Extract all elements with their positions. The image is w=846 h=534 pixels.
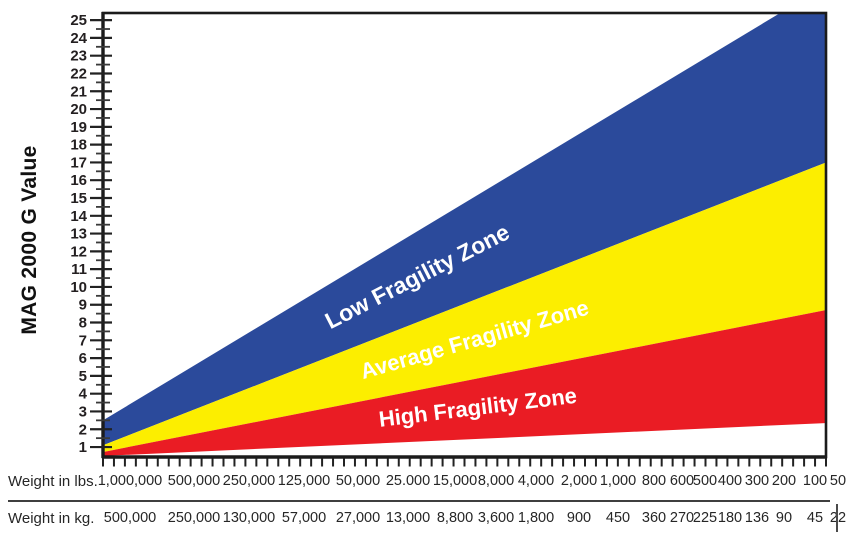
weight-lbs-value: 1,000	[599, 473, 637, 489]
weight-lbs-value: 2,000	[560, 473, 598, 489]
y-tick-label: 18	[70, 137, 87, 154]
plot-frame	[101, 11, 828, 459]
y-tick-label: 3	[79, 403, 87, 420]
weight-lbs-values-row: 1,000,000 500,000 250,000 125,000 50,000 25.0…	[0, 473, 846, 491]
weight-kg-value: 900	[566, 510, 592, 526]
weight-kg-value: 1,800	[517, 510, 555, 526]
y-tick-label: 14	[70, 208, 87, 225]
y-tick-label: 25	[70, 12, 87, 29]
y-tick-label: 15	[70, 190, 87, 207]
weight-kg-value: 45	[806, 510, 824, 526]
y-tick-label: 11	[71, 261, 87, 278]
weight-lbs-value: 100	[802, 473, 828, 489]
y-tick-label: 22	[70, 65, 87, 82]
weight-lbs-value: 200	[771, 473, 797, 489]
y-tick-label: 5	[79, 368, 87, 385]
weight-lbs-value: 500	[692, 473, 718, 489]
weight-kg-value: 180	[717, 510, 743, 526]
y-axis-ticks	[90, 19, 112, 449]
y-tick-label: 20	[70, 101, 87, 118]
weight-kg-row-label: Weight in kg.	[8, 510, 95, 527]
weight-lbs-value: 1,000,000	[97, 473, 163, 489]
y-tick-label: 1	[79, 439, 87, 456]
weight-lbs-value: 15,000	[432, 473, 478, 489]
weight-lbs-row-label: Weight in lbs.	[8, 473, 98, 490]
zone-band-1	[104, 162, 825, 452]
weight-kg-value: 3,600	[477, 510, 515, 526]
weight-lbs-value: 25.000	[385, 473, 431, 489]
weight-kg-value: 57,000	[281, 510, 327, 526]
y-tick-label: 4	[79, 386, 88, 403]
y-tick-label: 19	[70, 119, 87, 136]
x-axis-ticks	[102, 458, 827, 467]
zone-bands	[104, 14, 825, 456]
weight-lbs-value: 500,000	[167, 473, 221, 489]
y-tick-label: 17	[70, 154, 87, 171]
weight-lbs-value: 400	[717, 473, 743, 489]
weight-kg-value: 450	[605, 510, 631, 526]
y-tick-label: 9	[79, 297, 87, 314]
weight-kg-value: 130,000	[222, 510, 276, 526]
y-tick-label: 12	[70, 243, 87, 260]
y-tick-label: 21	[70, 83, 87, 100]
y-tick-label: 6	[79, 350, 87, 367]
weight-lbs-value: 50,000	[335, 473, 381, 489]
y-tick-label: 10	[70, 279, 87, 296]
weight-lbs-value: 800	[641, 473, 667, 489]
y-tick-label: 2	[79, 421, 87, 438]
weight-lbs-value: 4,000	[517, 473, 555, 489]
weight-kg-value: 250,000	[167, 510, 221, 526]
weight-kg-value: 225	[692, 510, 718, 526]
y-tick-label: 7	[79, 332, 87, 349]
y-tick-label: 13	[70, 226, 87, 243]
table-end-divider	[836, 504, 838, 532]
y-axis-tick-labels: 1234567891011121314151617181920212223242…	[70, 12, 87, 456]
weight-kg-value: 270	[669, 510, 695, 526]
weight-kg-value: 27,000	[335, 510, 381, 526]
y-tick-label: 23	[70, 48, 87, 65]
weight-kg-value: 360	[641, 510, 667, 526]
weight-lbs-value: 300	[744, 473, 770, 489]
y-tick-label: 16	[70, 172, 87, 189]
weight-kg-value: 136	[744, 510, 770, 526]
y-tick-label: 8	[79, 315, 87, 332]
weight-lbs-value: 8,000	[477, 473, 515, 489]
y-tick-label: 24	[70, 30, 87, 47]
weight-kg-value: 13,000	[385, 510, 431, 526]
weight-kg-values-row: 500,000 250,000 130,000 57,000 27,000 13,000 8…	[0, 510, 846, 528]
weight-kg-value: 8,800	[436, 510, 474, 526]
weight-kg-value: 500,000	[103, 510, 157, 526]
weight-lbs-value: 50	[829, 473, 846, 489]
weight-lbs-value: 125,000	[277, 473, 331, 489]
weight-lbs-value: 250,000	[222, 473, 276, 489]
zone-band-2	[104, 310, 825, 456]
weight-lbs-value: 600	[669, 473, 695, 489]
weight-kg-value: 90	[775, 510, 793, 526]
zone-band-0	[104, 14, 825, 445]
table-divider-line	[8, 500, 830, 502]
